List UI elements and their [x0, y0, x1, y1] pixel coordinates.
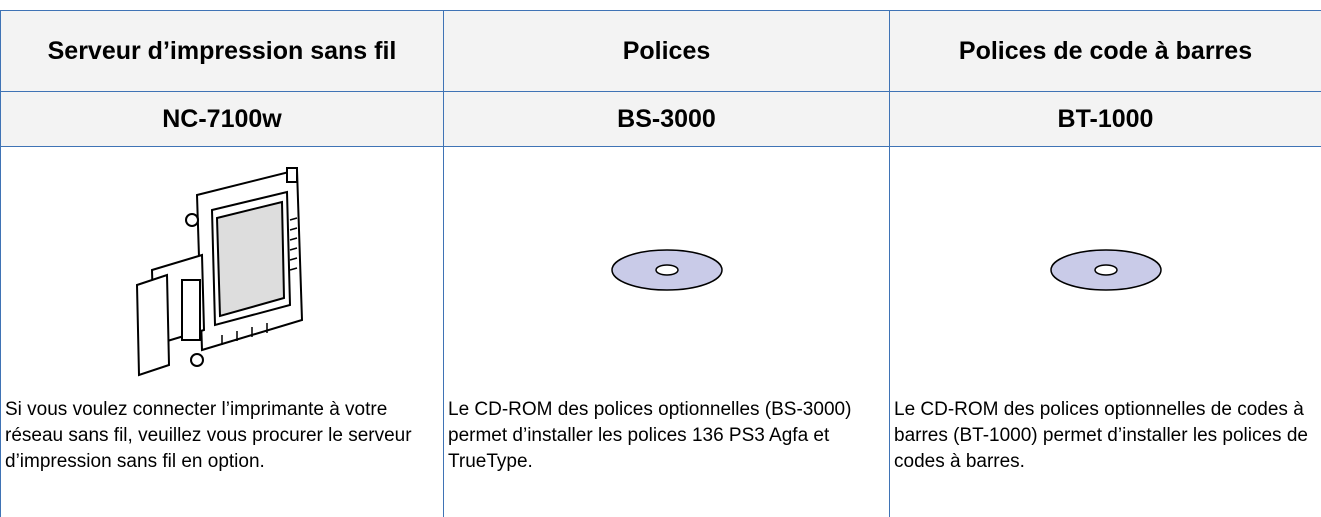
- description: Le CD-ROM des polices optionnelles (BS-3…: [444, 393, 890, 517]
- model-cell: NC-7100w: [1, 92, 444, 147]
- cd-icon: [1046, 245, 1166, 295]
- image-cell: [444, 147, 890, 394]
- image-cell: [1, 147, 444, 394]
- model-row: NC-7100w BS-3000 BT-1000: [1, 92, 1321, 147]
- image-cell: [890, 147, 1321, 394]
- cd-icon: [607, 245, 727, 295]
- model-cell: BS-3000: [444, 92, 890, 147]
- header-cell: Polices de code à barres: [890, 11, 1321, 92]
- model-cell: BT-1000: [890, 92, 1321, 147]
- header-cell: Serveur d’impression sans fil: [1, 11, 444, 92]
- image-row: [1, 147, 1321, 394]
- description-row: Si vous voulez connecter l’imprimante à …: [1, 393, 1321, 517]
- print-server-illustration: [122, 160, 322, 380]
- description: Si vous voulez connecter l’imprimante à …: [1, 393, 444, 517]
- description: Le CD-ROM des polices optionnelles de co…: [890, 393, 1321, 517]
- header-row: Serveur d’impression sans fil Polices Po…: [1, 11, 1321, 92]
- header-cell: Polices: [444, 11, 890, 92]
- options-table: Serveur d’impression sans fil Polices Po…: [0, 10, 1321, 517]
